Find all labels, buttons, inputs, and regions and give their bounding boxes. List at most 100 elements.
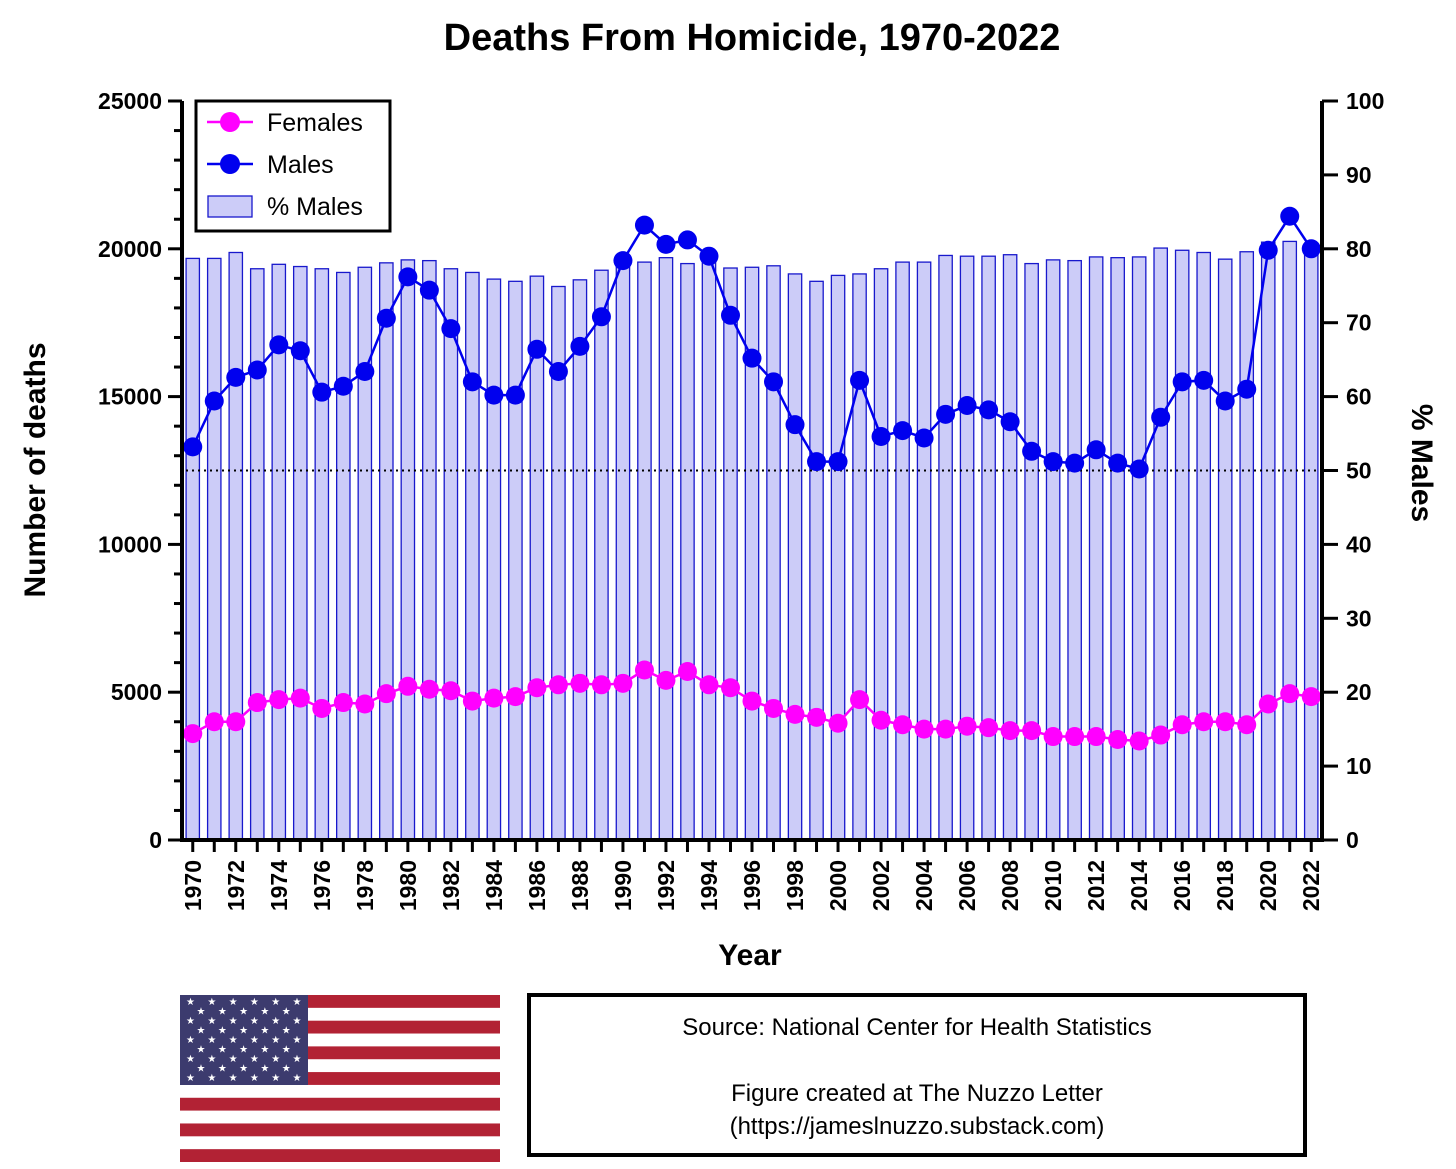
point-females-2002 [871, 710, 891, 730]
point-females-1980 [398, 676, 418, 696]
x-tick-label: 2002 [868, 860, 894, 911]
y-right-tick-label: 100 [1346, 88, 1384, 114]
bar-pct-males-1982 [443, 268, 459, 841]
point-females-2008 [1000, 721, 1020, 741]
svg-text:★: ★ [260, 1007, 269, 1018]
svg-text:★: ★ [239, 1007, 248, 1018]
point-females-1994 [699, 675, 719, 695]
point-males-2007 [979, 400, 999, 420]
point-males-2021 [1280, 206, 1300, 226]
bar-pct-males-1988 [572, 279, 588, 841]
point-males-2003 [893, 421, 913, 441]
point-females-2001 [850, 690, 870, 710]
y-right-tick-label: 30 [1346, 605, 1372, 631]
point-males-1978 [355, 361, 375, 381]
point-males-2004 [914, 428, 934, 448]
bar-pct-males-1985 [508, 280, 523, 841]
svg-text:★: ★ [186, 1073, 195, 1084]
svg-text:★: ★ [250, 1073, 259, 1084]
y-left-tick-label: 15000 [98, 384, 162, 410]
point-males-1997 [764, 372, 784, 392]
x-tick-label: 1982 [438, 860, 464, 911]
point-females-2007 [979, 718, 999, 738]
bar-pct-males-2020 [1260, 241, 1276, 841]
svg-text:★: ★ [197, 1026, 206, 1037]
x-tick-label: 2020 [1255, 860, 1281, 911]
svg-text:★: ★ [239, 1026, 248, 1037]
point-females-1979 [376, 684, 396, 704]
point-males-2002 [871, 427, 891, 447]
x-tick-label: 1992 [653, 860, 679, 911]
svg-text:★: ★ [186, 997, 195, 1008]
point-males-2005 [936, 404, 956, 424]
svg-text:★: ★ [218, 1026, 227, 1037]
bar-pct-males-1992 [658, 257, 674, 841]
bar-pct-males-1981 [422, 259, 437, 841]
bar-pct-males-2008 [1002, 254, 1018, 841]
svg-text:★: ★ [282, 1026, 291, 1037]
credit-url: (https://jameslnuzzo.substack.com) [729, 1113, 1105, 1140]
point-males-1981 [419, 280, 439, 300]
point-females-1971 [204, 712, 224, 732]
svg-text:★: ★ [250, 1016, 259, 1027]
x-tick-label: 1996 [739, 860, 765, 911]
svg-text:★: ★ [229, 997, 238, 1008]
point-females-2022 [1301, 687, 1321, 707]
svg-text:★: ★ [271, 1073, 280, 1084]
point-females-2011 [1065, 727, 1085, 747]
point-males-1974 [269, 335, 289, 355]
point-males-2019 [1237, 379, 1257, 399]
bar-pct-males-2015 [1153, 247, 1168, 841]
svg-text:★: ★ [293, 1035, 302, 1046]
bar-pct-males-1998 [787, 273, 803, 841]
point-females-1991 [634, 660, 654, 680]
y-right-tick-label: 60 [1346, 384, 1372, 410]
y-left-tick-label: 20000 [98, 236, 162, 262]
x-tick-label: 2010 [1040, 860, 1066, 911]
svg-text:★: ★ [250, 1035, 259, 1046]
bar-pct-males-1983 [465, 271, 480, 841]
point-males-2011 [1065, 453, 1085, 473]
x-tick-label: 2006 [954, 860, 980, 911]
x-tick-label: 1984 [481, 860, 507, 911]
point-males-2015 [1151, 407, 1171, 427]
bar-pct-males-1997 [766, 265, 781, 841]
legend-label-males: % Males [267, 193, 363, 221]
x-tick-label: 2016 [1169, 860, 1195, 911]
bar-pct-males-1995 [723, 267, 738, 841]
point-females-2005 [936, 719, 956, 739]
svg-text:★: ★ [250, 997, 259, 1008]
x-axis-title: Year [718, 939, 782, 972]
point-males-1990 [613, 251, 633, 271]
y-right-tick-label: 70 [1346, 310, 1372, 336]
svg-text:★: ★ [197, 1045, 206, 1056]
point-females-1981 [419, 679, 439, 699]
point-females-2020 [1258, 694, 1278, 714]
point-males-1987 [548, 361, 568, 381]
point-males-2017 [1194, 370, 1214, 390]
x-tick-label: 1976 [309, 860, 335, 911]
point-females-1972 [226, 712, 246, 732]
point-males-2018 [1215, 391, 1235, 411]
point-males-2008 [1000, 412, 1020, 432]
x-tick-label: 1978 [352, 860, 378, 911]
bar-pct-males-2011 [1067, 259, 1082, 841]
point-males-1996 [742, 348, 762, 368]
point-females-1997 [764, 698, 784, 718]
point-females-2016 [1172, 715, 1192, 735]
point-females-2014 [1129, 731, 1149, 751]
bar-pct-males-2017 [1196, 251, 1212, 841]
svg-text:★: ★ [207, 1016, 216, 1027]
bar-pct-males-2013 [1110, 257, 1125, 841]
point-females-1987 [548, 675, 568, 695]
bar-pct-males-1978 [357, 266, 373, 841]
source-line: Source: National Center for Health Stati… [682, 1014, 1152, 1041]
y-right-tick-label: 90 [1346, 162, 1372, 188]
x-tick-label: 1998 [782, 860, 808, 911]
point-females-2006 [957, 716, 977, 736]
svg-text:★: ★ [260, 1026, 269, 1037]
point-males-2013 [1108, 453, 1128, 473]
point-males-1975 [290, 341, 310, 361]
svg-text:★: ★ [293, 997, 302, 1008]
svg-text:★: ★ [229, 1054, 238, 1065]
